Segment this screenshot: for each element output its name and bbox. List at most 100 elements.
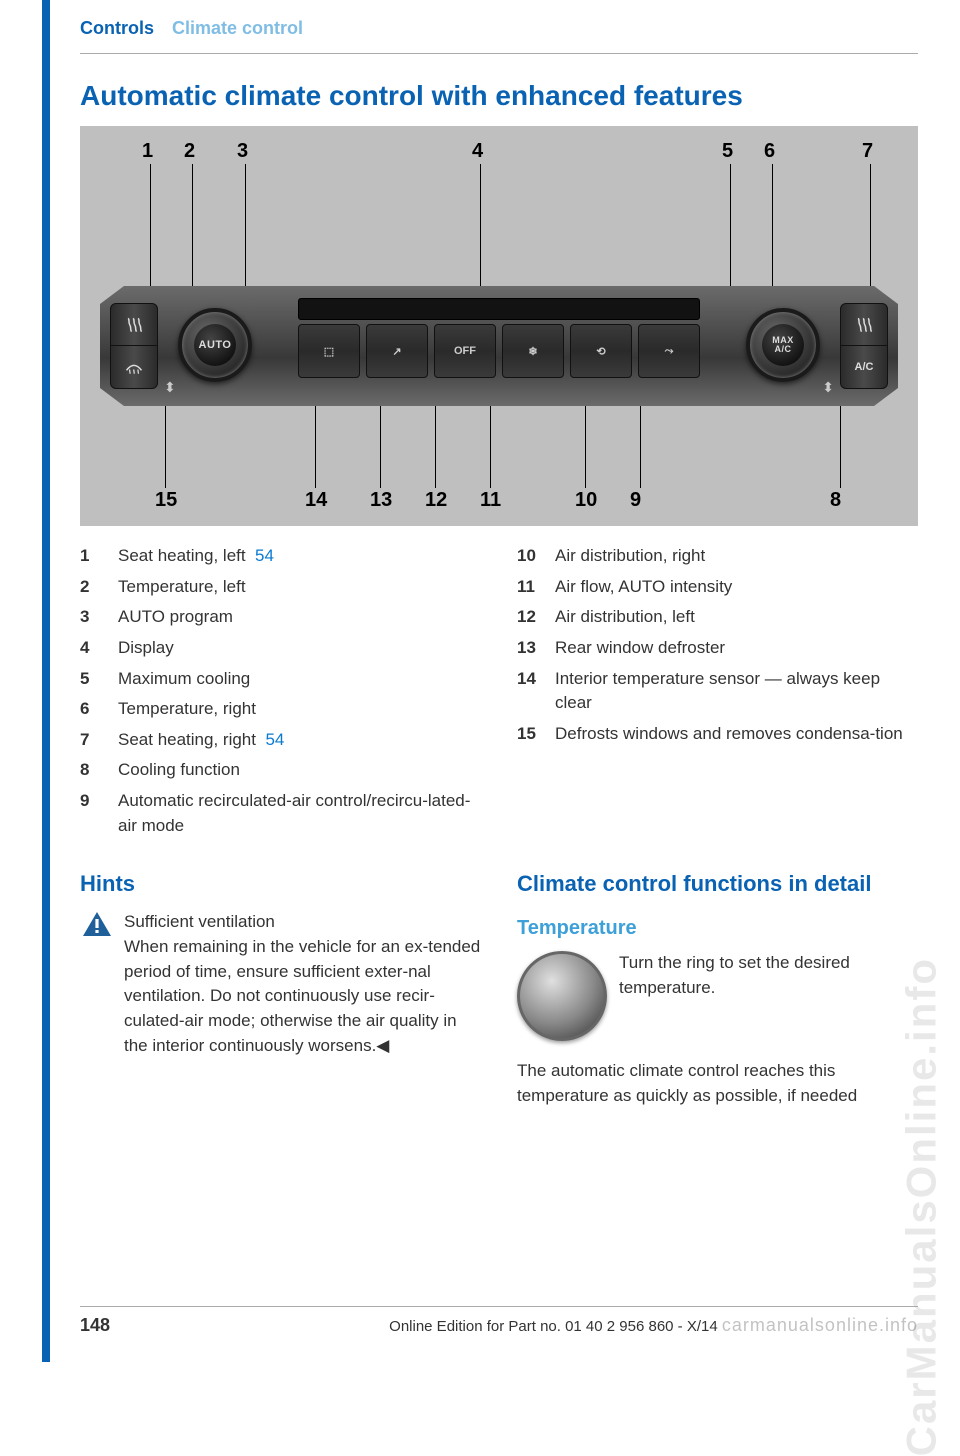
legend-num: 8	[80, 758, 106, 783]
legend-num: 15	[517, 722, 543, 747]
page-number: 148	[80, 1315, 110, 1336]
button-row: ⬚↗OFF❄⟲⤳	[298, 324, 700, 378]
left-side-buttons	[110, 303, 158, 389]
header: Controls Climate control	[0, 0, 960, 49]
temperature-dial-image	[517, 951, 607, 1041]
legend-item-6: 6 Temperature, right	[80, 697, 481, 722]
footer: 148 Online Edition for Part no. 01 40 2 …	[80, 1306, 918, 1336]
lead-7	[870, 164, 871, 302]
control-panel: A/C AUTO MAX A/C ⬍ ⬍ ⬚↗OFF❄⟲⤳	[100, 286, 898, 406]
callout-2: 2	[184, 140, 195, 163]
ac-label: A/C	[841, 346, 887, 388]
legend-num: 3	[80, 605, 106, 630]
temperature-block: Turn the ring to set the desired tempera…	[517, 951, 918, 1041]
legend-item-9: 9Automatic recirculated-air control/reci…	[80, 789, 481, 838]
hint-block: Sufficient ventilation When remaining in…	[80, 910, 481, 1058]
seat-level-left-icon: ⬍	[164, 379, 176, 396]
seat-heat-right-icon	[841, 304, 887, 346]
callout-10: 10	[575, 489, 597, 512]
legend-num: 4	[80, 636, 106, 661]
lead-8	[840, 396, 841, 488]
panel-button-4: ⟲	[570, 324, 632, 378]
legend-num: 14	[517, 667, 543, 716]
lead-5	[730, 164, 731, 302]
lead-13	[380, 396, 381, 488]
right-side-buttons: A/C	[840, 303, 888, 389]
callout-9: 9	[630, 489, 641, 512]
legend-item-1: 1Seat heating, left 54	[80, 544, 481, 569]
footer-center: Online Edition for Part no. 01 40 2 956 …	[389, 1315, 918, 1336]
hint-title: Sufficient ventilation	[124, 912, 275, 931]
callout-14: 14	[305, 489, 327, 512]
callout-3: 3	[237, 140, 248, 163]
legend-num: 5	[80, 667, 106, 692]
legend-text: Cooling function	[118, 758, 481, 783]
callout-12: 12	[425, 489, 447, 512]
legend-item-4: 4Display	[80, 636, 481, 661]
legend-num: 6	[80, 697, 106, 722]
lead-9	[640, 396, 641, 488]
legend-text: Air distribution, right	[555, 544, 918, 569]
detail-column: Climate control functions in detail Temp…	[517, 844, 918, 1108]
lead-15	[165, 396, 166, 488]
defrost-front-icon	[111, 346, 157, 388]
callout-5: 5	[722, 140, 733, 163]
climate-panel-diagram: 1234567 15141312111098 A/C AUTO MAX A/C	[80, 126, 918, 526]
legend-text: Maximum cooling	[118, 667, 481, 692]
footer-watermark: carmanualsonline.info	[722, 1315, 918, 1335]
legend-item-7: 7Seat heating, right 54	[80, 728, 481, 753]
warning-icon	[80, 910, 114, 938]
detail-heading: Climate control functions in detail	[517, 868, 918, 900]
right-dial: MAX A/C	[746, 308, 820, 382]
lead-4	[480, 164, 481, 302]
lower-columns: Hints Sufficient ventilation When remain…	[0, 844, 960, 1108]
lead-12	[435, 396, 436, 488]
auto-button-label: AUTO	[194, 324, 236, 366]
panel-display	[298, 298, 700, 320]
legend-text: Interior temperature sensor — always kee…	[555, 667, 918, 716]
legend-text: Automatic recirculated-air control/recir…	[118, 789, 481, 838]
legend-item-14: 14Interior temperature sensor — always k…	[517, 667, 918, 716]
panel-button-0: ⬚	[298, 324, 360, 378]
callout-4: 4	[472, 140, 483, 163]
legend-text: Air distribution, left	[555, 605, 918, 630]
header-subsection: Climate control	[172, 18, 303, 39]
legend-text: AUTO program	[118, 605, 481, 630]
legend-num: 7	[80, 728, 106, 753]
legend-item-2: 2Temperature, left	[80, 575, 481, 600]
legend-item-8: 8 Cooling function	[80, 758, 481, 783]
lead-2	[192, 164, 193, 302]
legend-item-11: 11Air flow, AUTO intensity	[517, 575, 918, 600]
legend-item-15: 15Defrosts windows and removes condensa‐…	[517, 722, 918, 747]
lead-1	[150, 164, 151, 302]
detail-subheading: Temperature	[517, 914, 918, 943]
lead-6	[772, 164, 773, 302]
callout-15: 15	[155, 489, 177, 512]
seat-level-right-icon: ⬍	[822, 379, 834, 396]
legend-right-column: 10 Air distribution, right 11Air flow, AUT…	[517, 544, 918, 844]
legend-item-10: 10 Air distribution, right	[517, 544, 918, 569]
page-link[interactable]: 54	[265, 730, 284, 749]
legend-num: 2	[80, 575, 106, 600]
lead-10	[585, 396, 586, 488]
legend-left-column: 1Seat heating, left 54 2Temperature, left…	[80, 544, 481, 844]
seat-heat-left-icon	[111, 304, 157, 346]
temperature-text: Turn the ring to set the desired tempera…	[619, 951, 918, 1000]
callout-6: 6	[764, 140, 775, 163]
legend-columns: 1Seat heating, left 54 2Temperature, left…	[0, 526, 960, 844]
watermark: CarManualsOnline.info	[897, 957, 945, 1456]
hint-text: Sufficient ventilation When remaining in…	[124, 910, 481, 1058]
temperature-after: The automatic climate control reaches th…	[517, 1059, 918, 1108]
legend-text: Rear window defroster	[555, 636, 918, 661]
header-section: Controls	[80, 18, 154, 39]
page-link[interactable]: 54	[255, 546, 274, 565]
legend-num: 12	[517, 605, 543, 630]
legend-num: 9	[80, 789, 106, 838]
legend-item-3: 3 AUTO program	[80, 605, 481, 630]
hints-column: Hints Sufficient ventilation When remain…	[80, 844, 481, 1108]
lead-3	[245, 164, 246, 302]
panel-button-1: ↗	[366, 324, 428, 378]
legend-num: 10	[517, 544, 543, 569]
legend-text: Temperature, right	[118, 697, 481, 722]
legend-item-12: 12 Air distribution, left	[517, 605, 918, 630]
